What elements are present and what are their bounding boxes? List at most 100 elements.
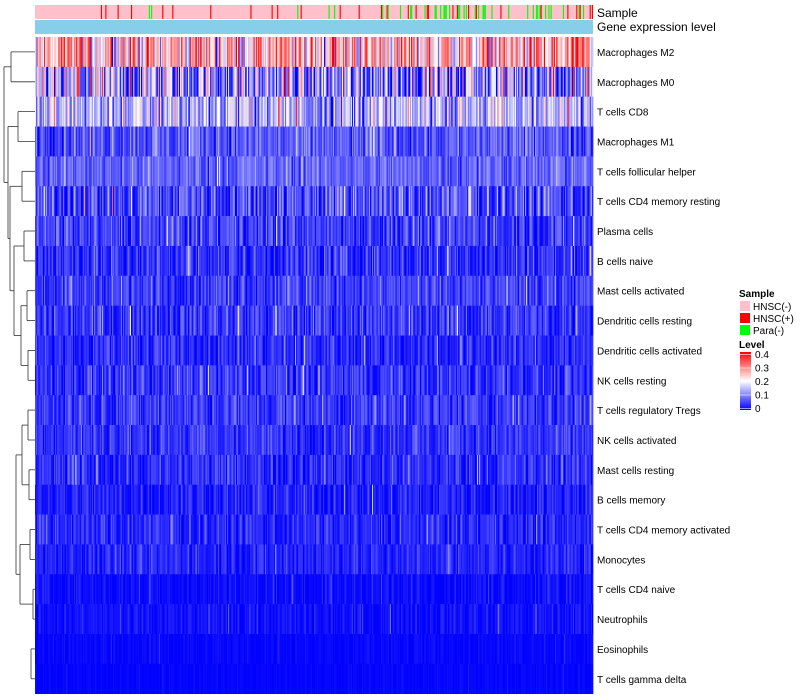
heatmap-cell bbox=[531, 96, 534, 127]
heatmap-cell bbox=[412, 156, 414, 187]
heatmap-cell bbox=[62, 66, 65, 97]
heatmap-cell bbox=[49, 96, 51, 127]
heatmap-cell bbox=[403, 126, 405, 157]
heatmap-cell bbox=[274, 37, 277, 68]
heatmap-cell bbox=[191, 156, 193, 187]
heatmap-cell bbox=[565, 126, 567, 157]
heatmap-cell bbox=[219, 156, 221, 187]
heatmap-cell bbox=[369, 66, 372, 97]
heatmap-cell bbox=[269, 156, 271, 187]
heatmap-cell bbox=[133, 66, 135, 97]
heatmap-cell bbox=[233, 37, 236, 68]
heatmap-cell bbox=[542, 126, 545, 157]
heatmap-cell bbox=[320, 186, 323, 217]
sample-cell bbox=[358, 5, 360, 19]
heatmap-cell bbox=[343, 156, 345, 187]
heatmap-cell bbox=[258, 126, 260, 157]
heatmap-cell bbox=[49, 126, 51, 157]
heatmap-cell bbox=[339, 96, 342, 127]
heatmap-cell bbox=[469, 126, 471, 157]
heatmap-cell bbox=[190, 126, 192, 157]
heatmap-cell bbox=[553, 96, 556, 127]
heatmap-cell bbox=[351, 96, 354, 127]
heatmap-cell bbox=[579, 126, 582, 157]
heatmap-cell bbox=[172, 96, 174, 127]
heatmap-cell bbox=[320, 96, 323, 127]
heatmap-cell bbox=[216, 66, 219, 97]
heatmap-cell bbox=[418, 156, 421, 187]
heatmap-cell bbox=[200, 156, 202, 187]
heatmap-cell bbox=[396, 96, 399, 127]
heatmap-cell bbox=[518, 96, 520, 127]
heatmap-cell bbox=[204, 66, 207, 97]
heatmap-cell bbox=[277, 126, 279, 157]
heatmap-cell bbox=[48, 156, 50, 187]
heatmap-cell bbox=[476, 96, 479, 127]
heatmap-cell bbox=[409, 96, 412, 127]
heatmap-cell bbox=[94, 37, 96, 68]
heatmap-cell bbox=[507, 126, 509, 157]
heatmap-cell bbox=[146, 156, 149, 187]
heatmap-cell bbox=[202, 126, 204, 157]
heatmap-cell bbox=[449, 156, 451, 187]
heatmap-cell bbox=[289, 37, 291, 68]
heatmap-cell bbox=[156, 96, 159, 127]
heatmap-cell bbox=[277, 66, 279, 97]
heatmap-cell bbox=[101, 186, 104, 217]
heatmap-cell bbox=[289, 96, 291, 127]
heatmap-cell bbox=[94, 186, 96, 217]
heatmap-cell bbox=[570, 126, 573, 157]
sample-cell bbox=[576, 5, 578, 19]
heatmap-cell bbox=[216, 186, 219, 217]
heatmap-cell bbox=[557, 37, 559, 68]
heatmap-cell bbox=[500, 96, 502, 127]
heatmap-cell bbox=[314, 186, 316, 217]
heatmap-cell bbox=[166, 126, 169, 157]
heatmap-cell bbox=[263, 186, 266, 217]
heatmap-cell bbox=[90, 156, 93, 187]
heatmap-cell bbox=[247, 96, 249, 127]
heatmap-cell bbox=[130, 156, 133, 187]
heatmap-cell bbox=[190, 156, 192, 187]
heatmap-cell bbox=[135, 186, 137, 217]
heatmap-cell bbox=[91, 37, 94, 68]
heatmap-cell bbox=[453, 37, 455, 68]
heatmap-cell bbox=[530, 37, 532, 68]
heatmap-cell bbox=[181, 156, 183, 187]
sample-cell bbox=[478, 5, 480, 19]
heatmap-cell bbox=[209, 156, 211, 187]
heatmap-cell bbox=[537, 126, 539, 157]
heatmap-cell bbox=[504, 156, 507, 187]
heatmap-cell bbox=[395, 66, 397, 97]
heatmap-cell bbox=[87, 126, 89, 157]
heatmap-cell bbox=[502, 37, 505, 68]
heatmap-cell bbox=[350, 96, 353, 127]
heatmap-cell bbox=[87, 96, 89, 127]
heatmap-cell bbox=[261, 156, 264, 187]
heatmap-cell bbox=[465, 126, 468, 157]
heatmap-cell bbox=[402, 156, 404, 187]
heatmap-cell bbox=[147, 186, 150, 217]
heatmap-cell bbox=[591, 37, 594, 68]
heatmap-cell bbox=[360, 66, 363, 97]
heatmap-cell bbox=[317, 156, 319, 187]
heatmap-cell bbox=[206, 66, 209, 97]
heatmap-cell bbox=[547, 96, 549, 127]
heatmap-cell bbox=[577, 37, 579, 68]
heatmap-cell bbox=[181, 126, 183, 157]
heatmap-cell bbox=[40, 126, 43, 157]
heatmap-cell bbox=[519, 156, 521, 187]
heatmap-cell bbox=[316, 186, 318, 217]
heatmap-cell bbox=[197, 96, 200, 127]
heatmap-cell bbox=[68, 37, 70, 68]
heatmap-cell bbox=[98, 96, 101, 127]
heatmap-cell bbox=[579, 37, 582, 68]
heatmap-cell bbox=[576, 37, 578, 68]
heatmap-cell bbox=[309, 156, 312, 187]
heatmap-cell bbox=[566, 156, 568, 187]
heatmap-cell bbox=[53, 126, 56, 157]
heatmap-cell bbox=[72, 186, 75, 217]
heatmap-cell bbox=[286, 156, 288, 187]
heatmap-cell bbox=[185, 66, 188, 97]
